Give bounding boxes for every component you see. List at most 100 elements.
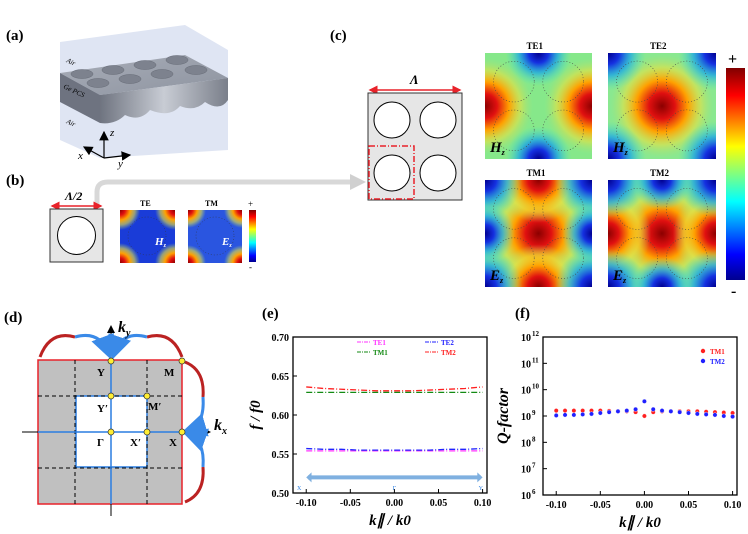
field-map-te1 [485,53,592,159]
field-subscript: z [624,148,629,157]
data-point-tm2 [571,412,577,418]
y-tick-label: 10 [521,386,531,397]
data-point-tm2 [606,409,612,415]
field-map-title: TE1 [527,41,544,51]
y-tick-label: 0.50 [272,489,290,500]
y-tick-label: 10 [521,465,531,476]
y-tick-base: 10 [521,412,531,423]
k-path-label: X [297,486,302,492]
field-map-title: TE2 [650,41,667,51]
k-path-label: Y [479,486,484,492]
point-Gamma: Γ [97,437,104,449]
legend-label: TE1 [373,339,386,347]
y-tick-base: 10 [521,438,531,449]
y-tick-label: 0.70 [272,333,290,344]
k-path-label: Γ [393,486,397,492]
unit-cell-holes [373,101,457,192]
tm-field-map [188,210,242,263]
half-period-label: Λ/2 [64,189,82,203]
legend-label: TM1 [710,348,725,356]
data-point-tm2 [668,408,674,414]
x-tick-label: -0.05 [590,500,611,511]
hole-outline [542,188,584,230]
panel-d-brillouin-zone: (d) Y M Y′ M′ Γ X′ X ky [4,310,227,516]
y-tick-label: 0.60 [272,411,290,422]
y-tick-label: 0.55 [272,450,290,461]
field-map-title: TM1 [527,168,546,178]
field-map-te2 [608,53,716,159]
y-tick-label: 0.65 [272,372,290,383]
point-Mp: M′ [148,401,161,413]
x-tick-label: 0.00 [636,500,654,511]
y-tick-base: 10 [521,359,531,370]
y-tick-exponent: 10 [532,383,540,391]
data-point-tm2 [730,414,735,419]
point-Yp: Y′ [97,403,108,415]
field-symbol: E [489,268,500,284]
data-point-tm2 [624,408,630,414]
legend-marker [700,348,706,354]
legend-marker [700,358,706,364]
axis-z: z [109,127,115,139]
data-point-tm2 [580,412,586,417]
x-tick-label: 0.00 [386,498,404,509]
data-point-tm2 [615,408,621,414]
panel-b-label: (b) [6,173,24,189]
data-point-tm2 [642,398,647,404]
panel-a-slab-schematic: (a) Air Ge PCS Air z y x [6,25,228,170]
te-title: TE [140,199,151,208]
data-point-tm2 [633,406,638,412]
y-tick-base: 10 [521,386,531,397]
axes-triad [82,130,132,161]
data-point-tm2 [694,411,700,417]
field-minimum [505,53,572,86]
y-tick-exponent: 8 [532,435,536,443]
kx-label: kx [214,417,227,437]
te-field-label: Hz [154,236,167,249]
point-Y: Y [97,367,105,379]
field-minimum [485,203,515,264]
y-tick-exponent: 7 [532,462,536,470]
k-path-arrow-head-right [477,472,483,483]
k-path-arrow-head-left [306,472,312,483]
half-cell-highlight [368,145,415,200]
period-label: Λ [409,72,419,87]
panel-a-label: (a) [6,28,24,44]
series-line-tm2 [306,386,483,392]
panel-c-field-maps: TE1 Hz TE2 Hz TM1 Ez TM2 Ez [485,41,716,287]
y-axis-label: Q-factor [495,387,512,444]
panel-b-half-cell: (b) Λ/2 TE TM Hz Ez + - [6,173,366,272]
y-tick-label: 10 [521,412,531,423]
hole-outline [666,188,708,230]
field-maximum [485,58,533,154]
hole-outline [666,109,708,152]
field-symbol: E [612,268,623,284]
hole-outline [542,60,584,103]
data-point-tm2 [650,406,656,412]
data-point-tm2 [589,411,594,417]
field-minimum [608,53,646,91]
y-tick-label: 10 [521,438,531,449]
x-axis-label: k∥ / k0 [619,515,661,531]
hole-outline [493,60,535,103]
field-map-component: Ez [489,268,504,285]
data-point-tm2 [686,410,691,416]
data-point-tm2 [562,412,568,418]
hole-outline [616,237,658,279]
field-subscript: z [501,148,506,157]
tm-field-label: Ez [221,236,232,249]
field-minimum [631,256,693,287]
field-map-tm1 [485,180,592,287]
hole-outline [493,237,535,279]
connector-arrow-head [350,174,366,190]
y-tick-base: 10 [521,491,531,502]
colorbar [726,68,745,280]
data-point-tm1 [553,408,559,414]
tm-title: TM [205,199,218,208]
axis-y: y [117,158,123,170]
field-minimum [631,180,693,211]
axis-x: x [77,150,83,162]
